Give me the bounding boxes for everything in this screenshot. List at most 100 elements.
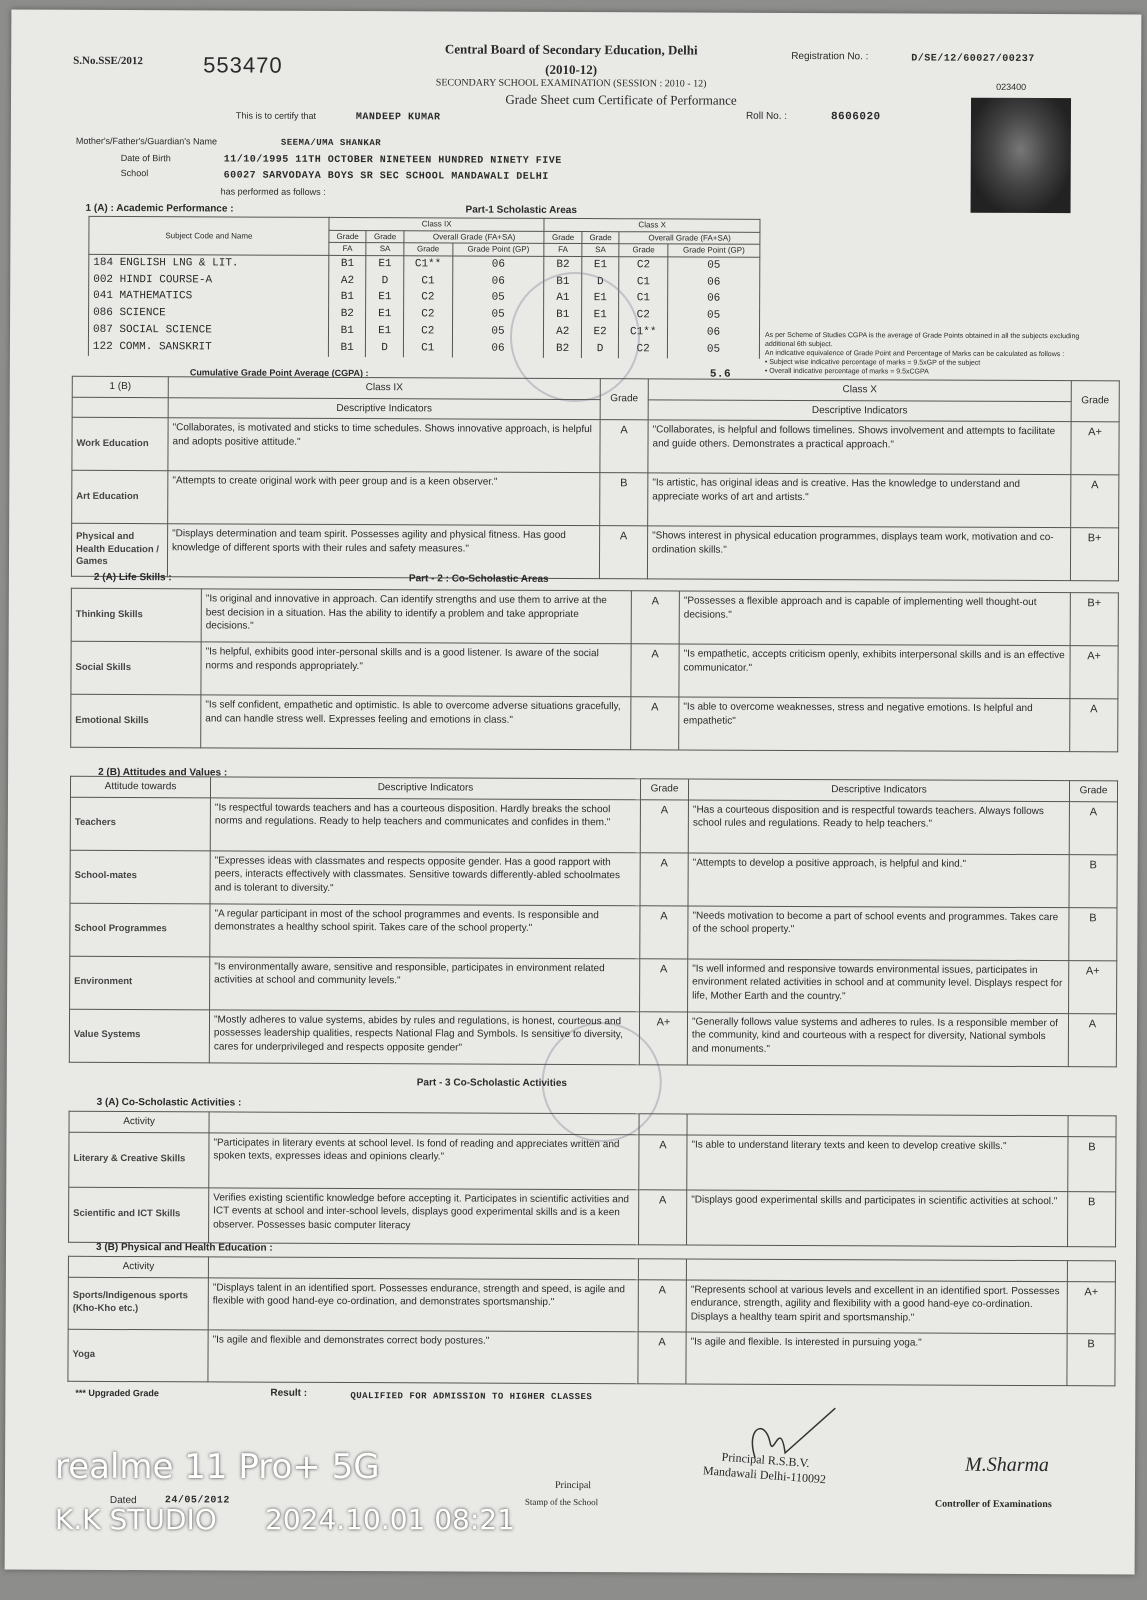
grade-sheet-document: S.No.SSE/2012 553470 Central Board of Se… (4, 9, 1142, 1575)
class-ix-grade: C1** (403, 255, 453, 274)
board-name: Central Board of Secondary Education, De… (444, 41, 698, 58)
table-row: School-mates "Expresses ideas with classm… (70, 849, 1118, 908)
guardian-label: Mother's/Father's/Guardian's Name (75, 135, 218, 147)
class-x-grade: 06 (667, 324, 760, 342)
area-label: School Programmes (69, 902, 211, 957)
co-scholastic-label: 3 (A) Co-Scholastic Activities : (96, 1096, 242, 1109)
table-2b: Attitude towards Descriptive Indicators Gr… (69, 776, 1118, 1067)
class-x-desc-header: Descriptive Indicators (688, 779, 1070, 802)
class-ix-grade: A (639, 958, 688, 1012)
date-of-birth: 11/10/1995 11TH OCTOBER NINETEEN HUNDRED… (223, 154, 562, 167)
controller-signature: M.Sharma (965, 1453, 1050, 1477)
class-ix-grade: A (630, 696, 679, 750)
class-ix-grade: A (640, 852, 689, 906)
area-label: Emotional Skills (70, 694, 201, 748)
class-x-grade: 05 (667, 256, 760, 275)
area-label: School-mates (70, 849, 211, 904)
class-ix-grade: A (631, 590, 680, 644)
class-ix-desc-header (209, 1111, 640, 1135)
grade-header (638, 1258, 687, 1280)
class-x-indicator: "Collaborates, is helpful and follows ti… (647, 419, 1072, 475)
class-ix-grade: A (599, 419, 649, 473)
class-x-grade: B (1067, 1136, 1117, 1192)
subject-row: 122 COMM. SANSKRIT B1 D C1 06 B2 D C2 05 (88, 338, 760, 359)
cgpa-note: • Overall indicative percentage of marks… (764, 368, 929, 376)
class-x-desc-header (686, 1258, 1068, 1282)
scholastic-table: Subject Code and Name Class IX Class X G… (88, 216, 761, 359)
class-x-indicator: "Generally follows value systems and adh… (687, 1011, 1069, 1067)
stamp-label: Stamp of the School (524, 1496, 599, 1508)
cgpa-note: As per Scheme of Studies CGPA is the ave… (764, 331, 1080, 349)
table-row: Environment "Is environmentally aware, se… (69, 955, 1117, 1014)
class-ix-grade: A (639, 905, 689, 959)
class-x-indicator: "Attempts to develop a positive approach… (688, 852, 1070, 908)
student-photo (970, 97, 1072, 214)
class-x-grade: A+ (1068, 960, 1117, 1014)
exam-name: SECONDARY SCHOOL EXAMINATION (SESSION : … (435, 77, 707, 90)
class-ix-header: Class IX (168, 376, 601, 400)
class-x-indicator: "Needs motivation to become a part of sc… (687, 905, 1070, 961)
table-row: Yoga "Is agile and flexible and demonstra… (67, 1328, 1116, 1386)
result-label: Result : (270, 1387, 308, 1399)
table-3a: Activity Literary & Creative Skills "Parti… (68, 1111, 1117, 1247)
fa-header: FA (328, 242, 367, 256)
class-ix-grade: A+ (639, 1011, 688, 1065)
area-label: Physical and Health Education / Games (71, 523, 168, 577)
class-ix-grade: A (638, 1279, 687, 1332)
area-label: Thinking Skills (71, 588, 202, 642)
fa-header: FA (544, 243, 582, 257)
class-ix-desc-header (208, 1256, 639, 1280)
class-x-grade: A (1069, 698, 1118, 752)
upgraded-grade-note: *** Upgraded Grade (75, 1387, 159, 1399)
class-ix-grade: E1 (365, 306, 404, 324)
class-ix-indicator: "Is helpful, exhibits good inter-persona… (200, 641, 632, 697)
class-x-indicator: "Is well informed and responsive towards… (687, 958, 1069, 1014)
class-x-grade: 05 (667, 307, 760, 325)
class-x-grade: B (1067, 1191, 1116, 1247)
phe-label: 3 (B) Physical and Health Education : (95, 1241, 273, 1254)
class-x-grade: C1 (619, 273, 668, 291)
certify-label: This is to certify that (235, 110, 317, 121)
table-3b: Activity Sports/Indigenous sports (Kho-Kh… (67, 1256, 1116, 1386)
class-ix-grade: E1 (365, 323, 404, 341)
class-ix-header: Class IX (328, 217, 545, 231)
gp-header: Grade Point (GP) (452, 243, 545, 257)
class-ix-desc-header: Descriptive Indicators (210, 776, 641, 800)
registration-label: Registration No. : (791, 50, 869, 63)
area-label: Scientific and ICT Skills (68, 1186, 209, 1243)
area-header: Attitude towards (70, 776, 211, 798)
sa-header: SA (581, 243, 620, 257)
timestamp-watermark: 2024.10.01 08:21 (265, 1503, 515, 1536)
grade-header (639, 1113, 688, 1135)
part3-title: Part - 3 Co-Scholastic Activities (416, 1077, 567, 1089)
class-ix-grade: A (637, 1331, 687, 1384)
table-row: Social Skills "Is helpful, exhibits good … (70, 641, 1119, 699)
school-label: School (120, 168, 149, 179)
table-row: Value Systems "Mostly adheres to value sy… (69, 1008, 1117, 1067)
class-ix-grade: B1 (328, 289, 367, 307)
sa-header: SA (366, 242, 404, 256)
gp-header: Grade Point (GP) (667, 244, 760, 258)
table-2a: Thinking Skills "Is original and innovati… (70, 588, 1119, 753)
result-value: QUALIFIED FOR ADMISSION TO HIGHER CLASSE… (350, 1391, 593, 1403)
subject-name: 041 MATHEMATICS (88, 288, 329, 307)
grade-header: Grade (403, 242, 453, 256)
class-x-indicator: "Is empathetic, accepts criticism openly… (678, 643, 1071, 699)
guardian-name: SEEMA/UMA SHANKAR (280, 137, 382, 149)
class-x-indicator: "Is able to understand literary texts an… (686, 1134, 1069, 1192)
class-ix-grade: D (366, 272, 404, 290)
class-x-grade: B+ (1070, 592, 1119, 646)
academic-section-label: 1 (A) : Academic Performance : (85, 202, 234, 215)
table-row: Work Education "Collaborates, is motivate… (71, 417, 1120, 475)
class-ix-indicator: "Collaborates, is motivated and sticks t… (167, 417, 601, 473)
class-ix-grade: D (365, 340, 404, 358)
grade-fa-label: Grade (328, 230, 367, 243)
class-x-grade: A+ (1069, 645, 1119, 699)
table-1b: 1 (B) Class IX Grade Class X Grade Descriptiv… (71, 376, 1120, 582)
studio-watermark: K.K STUDIO (55, 1503, 217, 1536)
class-x-indicator: "Has a courteous disposition and is resp… (688, 799, 1070, 855)
class-x-grade: A (1070, 474, 1119, 528)
class-x-grade: E1 (581, 256, 620, 274)
table-row: Emotional Skills "Is self confident, empa… (70, 694, 1118, 752)
area-label: Environment (69, 955, 210, 1010)
